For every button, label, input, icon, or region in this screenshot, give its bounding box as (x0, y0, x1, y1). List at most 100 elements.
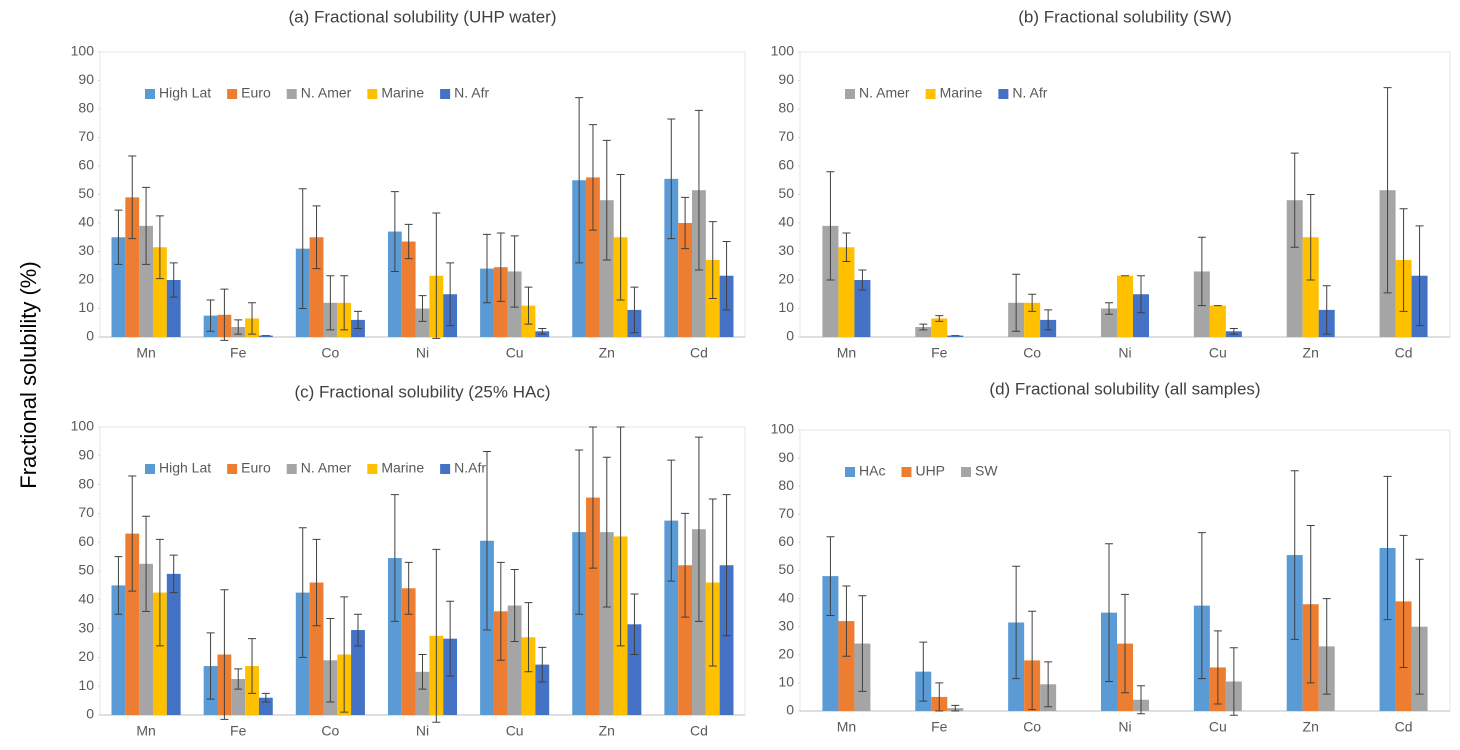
error-bar (524, 602, 533, 673)
bar (822, 576, 839, 711)
x-tick-label: Cd (690, 723, 708, 739)
error-bar (340, 596, 349, 713)
bar (309, 237, 324, 337)
error-bar (524, 286, 533, 325)
bar (166, 573, 181, 715)
bar (111, 585, 126, 715)
error-bar (1306, 194, 1315, 281)
y-tick-label: 30 (778, 617, 794, 633)
error-bar (826, 536, 835, 616)
y-tick-label: 80 (78, 475, 94, 491)
error-bar (128, 155, 137, 240)
error-bar (1290, 470, 1299, 640)
error-bar (510, 569, 519, 643)
bar (111, 237, 126, 337)
x-tick-label: Cd (1395, 345, 1413, 361)
error-bar (496, 561, 505, 661)
legend-swatch (367, 89, 378, 99)
legend-label: N.Afr (454, 460, 486, 476)
bar (599, 200, 614, 337)
error-bar (128, 475, 137, 592)
x-tick-label: Co (321, 723, 339, 739)
y-tick-label: 20 (778, 646, 794, 662)
error-bar (722, 494, 731, 637)
legend-swatch (845, 467, 855, 477)
bar (1209, 305, 1226, 337)
error-bar (935, 682, 944, 712)
bar (309, 582, 324, 715)
x-tick-label: Zn (1303, 345, 1319, 361)
error-bar (538, 646, 547, 683)
bar (678, 565, 693, 715)
error-bar (1229, 647, 1238, 716)
error-bar (404, 561, 413, 615)
error-bar (1105, 543, 1113, 682)
y-tick-label: 80 (778, 477, 794, 493)
error-bar (708, 221, 717, 300)
legend-swatch (901, 467, 912, 477)
x-tick-label: Ni (416, 345, 429, 361)
error-bar (1322, 285, 1331, 335)
x-tick-label: Co (1023, 719, 1041, 735)
bar (586, 497, 600, 715)
legend-label: Euro (241, 85, 271, 101)
y-tick-label: 30 (778, 242, 794, 258)
bar (493, 611, 508, 715)
bar (572, 532, 587, 715)
bar (139, 225, 153, 337)
error-bar (155, 538, 164, 647)
x-tick-label: Cu (1209, 719, 1227, 735)
y-tick-label: 70 (778, 128, 794, 144)
bar (822, 225, 839, 337)
error-bar (1415, 558, 1424, 695)
error-bar (248, 638, 257, 694)
x-tick-label: Fe (230, 723, 247, 739)
bar (231, 679, 246, 715)
error-bar (446, 600, 455, 677)
bar (947, 335, 964, 337)
bar (586, 177, 600, 337)
y-tick-label: 90 (78, 447, 94, 463)
error-bar (1399, 208, 1408, 312)
error-bar (354, 310, 362, 329)
error-bar (1137, 275, 1145, 314)
error-bar (935, 315, 944, 322)
y-tick-label: 30 (78, 619, 94, 635)
bar (166, 280, 181, 337)
y-tick-label: 10 (78, 677, 94, 693)
error-bar (858, 269, 867, 291)
error-bar (1322, 598, 1331, 695)
error-bar (510, 235, 519, 308)
bar (599, 532, 614, 715)
error-bar (694, 436, 703, 622)
y-tick-label: 40 (778, 589, 794, 605)
bar (664, 178, 679, 337)
legend-label: Marine (381, 460, 424, 476)
error-bar (390, 494, 399, 622)
bar (915, 327, 932, 337)
error-bar (234, 319, 243, 335)
error-bar (1137, 685, 1145, 715)
bar (1286, 200, 1303, 337)
error-bar (220, 288, 229, 341)
error-bar (234, 668, 243, 690)
error-bar (951, 704, 960, 712)
x-tick-label: Cu (506, 723, 524, 739)
error-bar (298, 527, 307, 658)
y-tick-label: 50 (778, 561, 794, 577)
bar (1379, 548, 1396, 711)
error-bar (588, 426, 597, 569)
legend-swatch (440, 89, 451, 99)
error-bar (681, 196, 690, 250)
bar (664, 520, 679, 715)
error-bar (1197, 236, 1206, 307)
bar (443, 638, 458, 715)
error-bar (842, 585, 851, 657)
bar (258, 335, 273, 337)
error-bar (326, 275, 335, 331)
error-bar (1383, 475, 1392, 621)
bar (1101, 308, 1117, 337)
error-bar (842, 232, 851, 262)
error-bar (575, 97, 584, 264)
error-bar (694, 109, 703, 271)
